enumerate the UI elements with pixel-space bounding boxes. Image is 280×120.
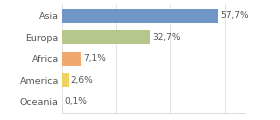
- Text: 0,1%: 0,1%: [64, 97, 87, 106]
- Text: 32,7%: 32,7%: [153, 33, 181, 42]
- Bar: [62, 9, 218, 23]
- Text: 7,1%: 7,1%: [83, 54, 106, 63]
- Bar: [62, 52, 81, 66]
- Bar: [62, 30, 150, 44]
- Text: 57,7%: 57,7%: [221, 11, 249, 20]
- Bar: [62, 73, 69, 87]
- Text: 2,6%: 2,6%: [71, 76, 94, 85]
